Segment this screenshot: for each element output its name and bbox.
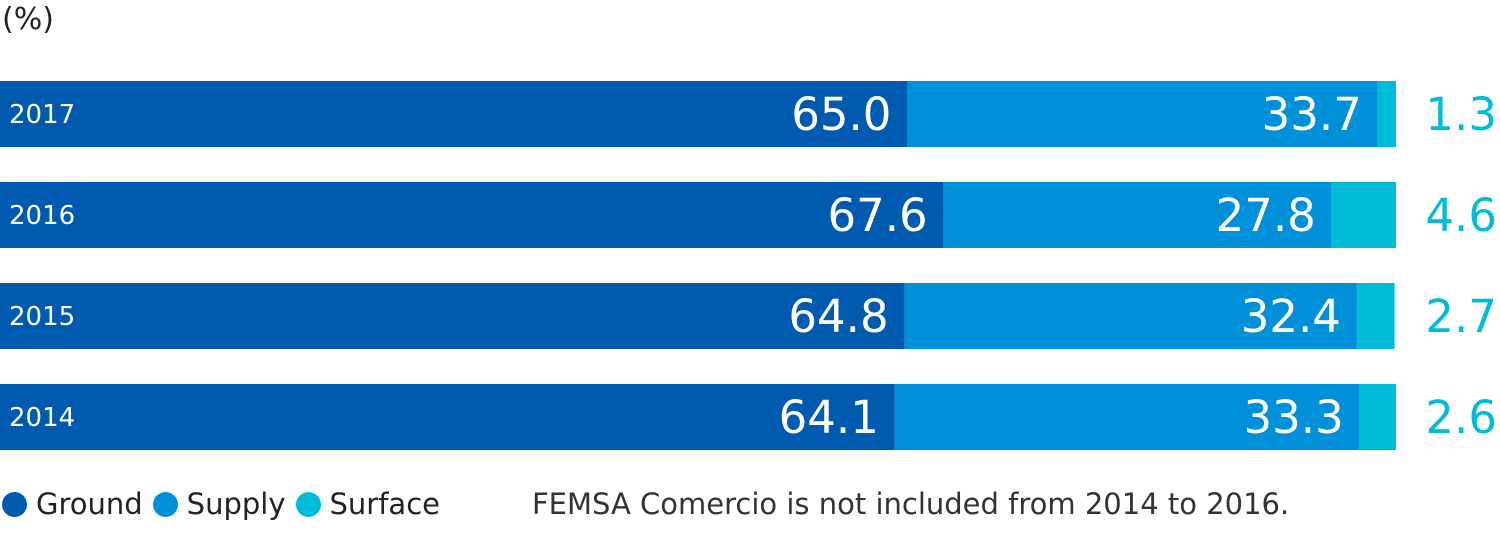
value-label-ground-2015: 64.8 [788,290,888,343]
legend: Ground Supply Surface [2,484,450,524]
value-label-surface-2017: 1.3 [1425,88,1497,141]
stacked-bar-chart: 65.0 33.7 1.3 2017 67.6 27.8 4.6 2016 64.8 32.4 2.… [0,81,1497,450]
value-label-supply-2014: 33.3 [1244,391,1344,444]
bar-surface-2016 [1331,182,1396,248]
bar-ground-2015 [0,283,905,349]
bar-supply-2014 [894,384,1360,450]
category-label-2016: 2016 [9,201,75,231]
bar-surface-2015 [1356,283,1395,349]
bar-supply-2017 [907,81,1378,147]
legend-label-ground: Ground [36,487,143,521]
value-label-surface-2014: 2.6 [1425,391,1497,444]
category-label-2014: 2014 [9,403,75,433]
legend-swatch-surface [295,491,321,517]
bar-ground-2017 [0,81,908,147]
value-label-supply-2016: 27.8 [1216,189,1316,242]
bar-ground-2014 [0,384,895,450]
unit-label: (%) [2,2,54,37]
bar-supply-2015 [904,283,1357,349]
category-label-2015: 2015 [9,302,75,332]
value-label-surface-2015: 2.7 [1425,290,1497,343]
bar-surface-2017 [1377,81,1396,147]
bar-surface-2014 [1359,384,1396,450]
bar-ground-2016 [0,182,944,248]
legend-label-supply: Supply [186,487,286,521]
legend-item-surface: Surface [295,487,440,521]
value-label-surface-2016: 4.6 [1425,189,1497,242]
value-label-supply-2017: 33.7 [1262,88,1362,141]
value-label-ground-2016: 67.6 [827,189,927,242]
legend-label-surface: Surface [329,487,440,521]
legend-swatch-ground [2,491,27,517]
legend-swatch-supply [152,491,178,517]
value-label-ground-2014: 64.1 [779,391,879,444]
category-label-2017: 2017 [9,100,75,130]
value-label-supply-2015: 32.4 [1241,290,1341,343]
value-label-ground-2017: 65.0 [791,88,891,141]
legend-item-supply: Supply [152,487,286,521]
bar-supply-2016 [943,182,1332,248]
footnote: FEMSA Comercio is not included from 2014… [532,487,1290,521]
legend-item-ground: Ground [2,487,143,521]
